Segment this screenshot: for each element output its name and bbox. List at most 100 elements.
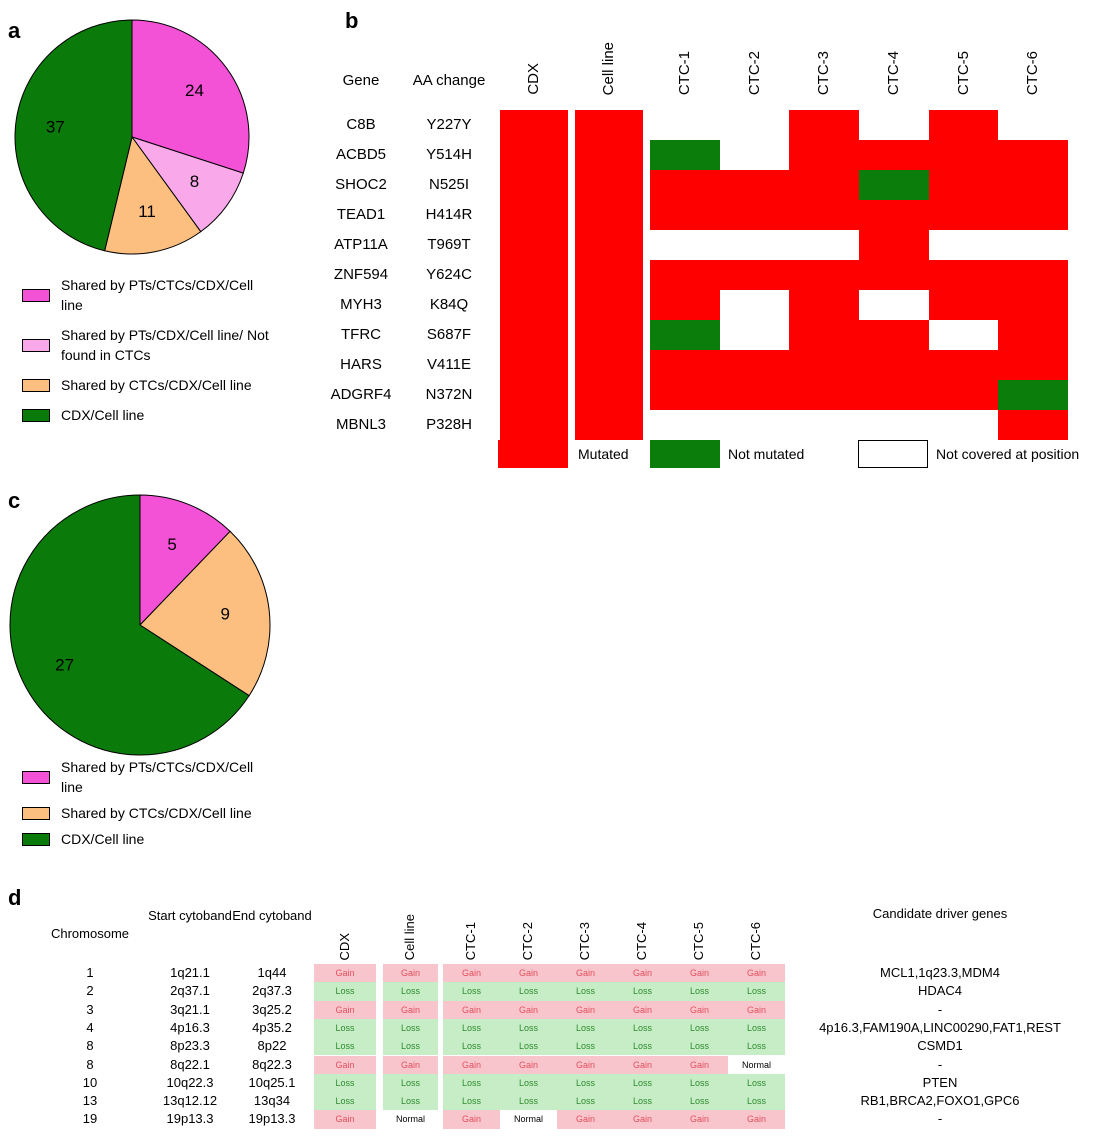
row-label: ACBD5 — [335, 146, 387, 163]
status-cell: Gain — [443, 964, 500, 983]
row-label: MBNL3 — [335, 416, 387, 433]
column-header: CTC-4 — [884, 50, 902, 95]
row-label: MYH3 — [340, 296, 382, 313]
heatmap-cell — [859, 140, 929, 170]
row-label: SHOC2 — [335, 176, 387, 193]
table-cell: 4p35.2 — [252, 1019, 292, 1035]
column-header: CTC-1 — [463, 921, 478, 960]
table-cell: 3q25.2 — [252, 1001, 292, 1017]
heatmap-cell — [575, 230, 643, 260]
status-cell: Gain — [671, 1055, 728, 1074]
legend-entry: Shared by PTs/CTCs/CDX/Cell line — [22, 275, 276, 315]
heatmap-cell — [789, 230, 859, 260]
status-cell: Loss — [614, 1092, 671, 1111]
slice-label: 5 — [167, 535, 176, 554]
row-label: N525I — [428, 176, 470, 193]
pie-slice — [131, 19, 250, 174]
status-cell: Loss — [314, 1018, 376, 1038]
heatmap-cell — [500, 260, 568, 290]
status-cell: Gain — [557, 1055, 614, 1074]
row-label: HARS — [340, 356, 382, 373]
legend-entry: Shared by PTs/CTCs/CDX/Cell line — [22, 757, 276, 797]
legend-swatch — [22, 408, 50, 422]
status-cell: Loss — [500, 1073, 557, 1093]
row-label: TEAD1 — [336, 206, 386, 223]
table-cell: 4p16.3,FAM190A,LINC00290,FAT1,REST — [819, 1019, 1061, 1035]
status-cell: Loss — [671, 1092, 728, 1111]
status-cell: Loss — [383, 982, 438, 1001]
table-cell: 19p13.3 — [166, 1111, 214, 1127]
table-cell: CSMD1 — [917, 1038, 963, 1054]
heatmap-cell — [789, 260, 859, 290]
heatmap-cell — [719, 260, 790, 290]
table-cell: 19p13.3 — [248, 1111, 296, 1127]
table-cell: 10q25.1 — [248, 1074, 296, 1090]
status-cell: Gain — [383, 1055, 438, 1074]
row-label: Y514H — [426, 146, 472, 163]
column-header: CTC-6 — [1024, 50, 1042, 95]
table-cell: 10q22.3 — [166, 1074, 214, 1090]
heatmap-cell — [650, 170, 720, 200]
legend-label: CDX/Cell line — [61, 831, 145, 847]
heatmap-cell — [859, 320, 929, 350]
heatmap-cell — [500, 200, 568, 230]
heatmap-cell — [998, 290, 1068, 320]
table-cell: 8p22 — [257, 1038, 287, 1054]
heatmap-cell — [719, 230, 790, 260]
status-cell: Loss — [500, 982, 557, 1001]
status-cell: Gain — [614, 1000, 671, 1019]
table-cell: PTEN — [922, 1074, 958, 1090]
slice-label: 11 — [138, 202, 156, 221]
status-cell: Loss — [557, 1092, 614, 1111]
status-cell: Gain — [500, 964, 557, 983]
table-cell: 13 — [82, 1093, 98, 1109]
status-cell: Gain — [443, 1055, 500, 1074]
slice-label: 37 — [46, 117, 65, 136]
table-cell: 8 — [86, 1056, 94, 1072]
table-cell: - — [937, 1056, 943, 1072]
heatmap-cell — [719, 110, 790, 140]
status-cell: Gain — [500, 1000, 557, 1019]
column-header: CTC-5 — [954, 50, 972, 95]
status-cell: Loss — [557, 1037, 614, 1056]
panel-label: d — [8, 885, 22, 910]
heatmap-cell — [575, 200, 643, 230]
heatmap-cell — [928, 110, 999, 140]
heatmap-cell — [719, 290, 790, 320]
row-label: TFRC — [341, 326, 381, 343]
pie-slice — [139, 494, 231, 627]
status-cell: Gain — [671, 1110, 728, 1129]
table-cell: 1q44 — [257, 965, 287, 980]
heatmap-cell — [650, 110, 720, 140]
row-label: ADGRF4 — [330, 386, 392, 403]
heatmap-cell — [928, 380, 999, 410]
column-header: CTC-4 — [634, 921, 649, 960]
heatmap-cell — [789, 290, 859, 320]
row-label: V411E — [427, 356, 471, 373]
heatmap-cell — [789, 200, 859, 230]
status-cell: Loss — [314, 982, 376, 1001]
heatmap-cell — [998, 230, 1068, 260]
heatmap-cell — [500, 350, 568, 380]
status-cell: Loss — [614, 1073, 671, 1093]
heatmap-cell — [575, 320, 643, 350]
column-header: CTC-3 — [577, 921, 592, 960]
pie-slice — [139, 530, 271, 697]
status-cell: Loss — [314, 1037, 376, 1056]
heatmap-cell — [998, 140, 1068, 170]
legend-entry: Shared by PTs/CDX/Cell line/ Not found i… — [22, 325, 276, 365]
heatmap-cell — [789, 170, 859, 200]
heatmap-cell — [789, 320, 859, 350]
status-cell: Gain — [314, 964, 376, 983]
table-cell: 3q21.1 — [170, 1001, 210, 1017]
column-header: CTC-5 — [691, 921, 706, 960]
status-cell: Normal — [728, 1055, 785, 1074]
heatmap-cell — [575, 170, 643, 200]
status-cell: Loss — [671, 1073, 728, 1093]
legend-label: CDX/Cell line — [61, 407, 145, 423]
status-cell: Loss — [443, 1037, 500, 1056]
legend-label: Not covered at position — [936, 446, 1080, 462]
legend-entry: Shared by CTCs/CDX/Cell line — [22, 803, 276, 823]
column-header: CTC-1 — [675, 50, 693, 95]
